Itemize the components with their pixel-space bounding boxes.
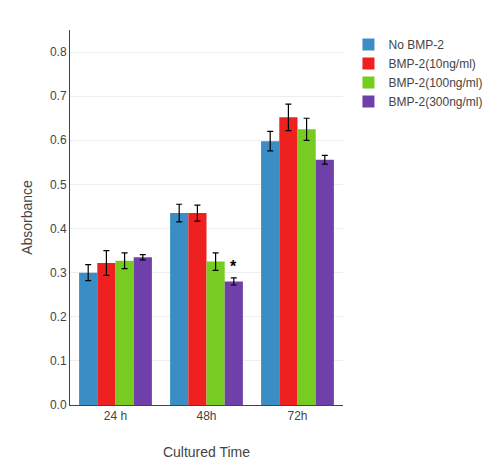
svg-text:0.8: 0.8 xyxy=(50,45,67,59)
svg-text:0.2: 0.2 xyxy=(50,310,67,324)
svg-text:BMP-2(10ng/ml): BMP-2(10ng/ml) xyxy=(388,57,475,71)
svg-text:72h: 72h xyxy=(287,409,307,423)
svg-text:24 h: 24 h xyxy=(104,409,127,423)
svg-text:Absorbance: Absorbance xyxy=(19,180,35,255)
svg-text:No BMP-2: No BMP-2 xyxy=(388,38,444,52)
svg-text:Cultured Time: Cultured Time xyxy=(163,444,250,460)
svg-text:48h: 48h xyxy=(196,409,216,423)
svg-text:BMP-2(100ng/ml): BMP-2(100ng/ml) xyxy=(388,76,482,90)
svg-text:0.1: 0.1 xyxy=(50,354,67,368)
svg-text:0.4: 0.4 xyxy=(50,222,67,236)
svg-text:0.0: 0.0 xyxy=(50,398,67,412)
svg-text:0.5: 0.5 xyxy=(50,178,67,192)
svg-text:BMP-2(300ng/ml): BMP-2(300ng/ml) xyxy=(388,95,482,109)
svg-text:0.6: 0.6 xyxy=(50,133,67,147)
svg-text:*: * xyxy=(230,258,237,275)
svg-text:0.3: 0.3 xyxy=(50,266,67,280)
svg-text:0.7: 0.7 xyxy=(50,89,67,103)
